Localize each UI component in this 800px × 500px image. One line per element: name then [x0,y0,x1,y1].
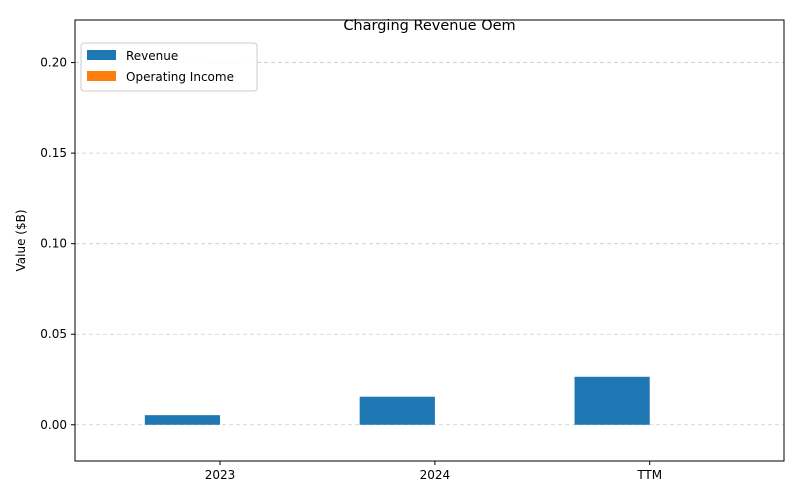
x-tick-label: TTM [636,468,662,482]
y-tick-label: 0.00 [40,418,67,432]
y-axis-label: Value ($B) [14,210,28,272]
x-axis: 2023 2024 TTM [205,461,662,482]
legend-swatch-operating-income [87,71,116,81]
y-tick-label: 0.10 [40,237,67,251]
grid-lines [75,62,784,426]
bar-revenue [144,415,221,425]
bar-revenue [359,396,435,425]
y-tick-label: 0.20 [40,56,67,70]
y-tick-label: 0.15 [40,146,67,160]
y-axis: 0.00 0.05 0.10 0.15 0.20 [40,56,75,432]
x-tick-label: 2024 [420,468,451,482]
y-tick-label: 0.05 [40,327,67,341]
legend: Revenue Operating Income [80,42,258,92]
chart-title: Charging Revenue Oem [343,18,515,34]
x-tick-label: 2023 [205,468,236,482]
legend-label-revenue: Revenue [126,49,178,63]
bar-revenue [574,376,650,425]
legend-label-operating-income: Operating Income [126,70,234,84]
bars [144,376,650,425]
legend-frame [80,42,258,92]
plot-frame [74,19,785,462]
legend-swatch-revenue [87,50,116,60]
